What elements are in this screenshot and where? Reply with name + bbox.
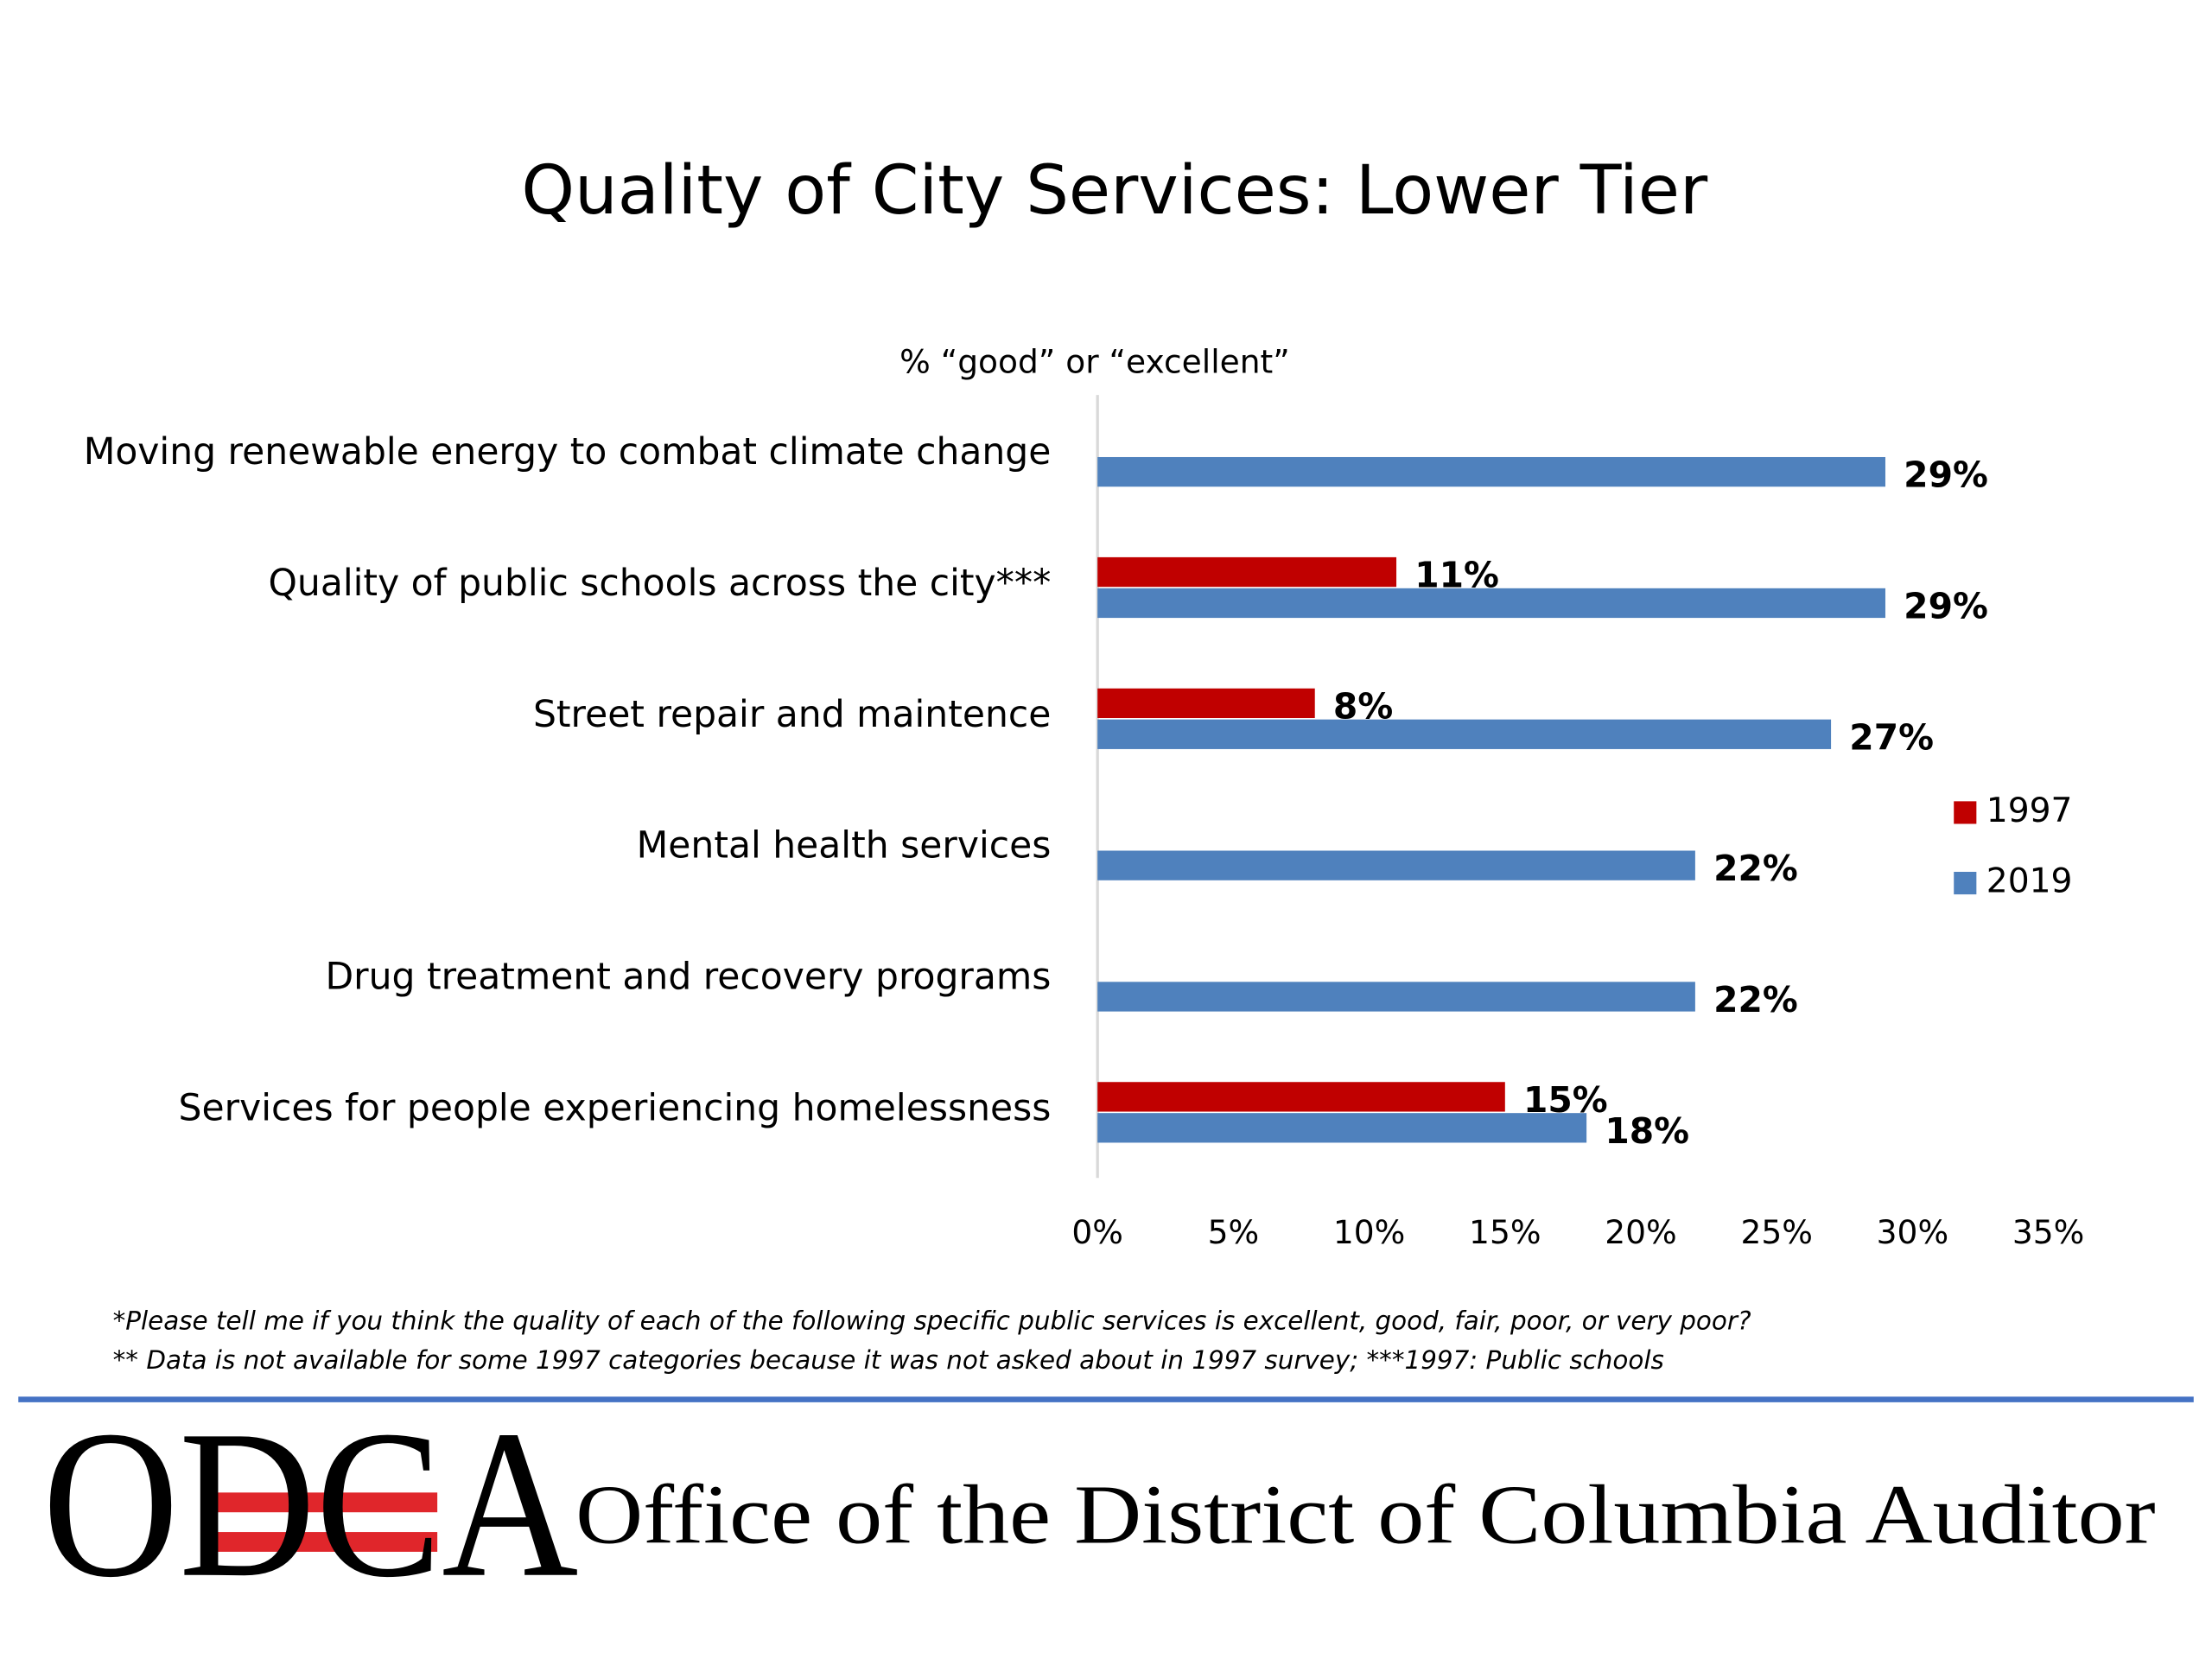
category-label-box: Mental health services bbox=[636, 825, 1052, 868]
bar bbox=[1097, 1082, 1505, 1112]
category-label-box: Services for people experiencing homeles… bbox=[178, 1088, 1052, 1131]
category-label: Moving renewable energy to combat climat… bbox=[83, 431, 1052, 474]
category-label: Street repair and maintence bbox=[532, 694, 1052, 737]
category-label: Drug treatment and recovery programs bbox=[325, 957, 1052, 1000]
value-label: 29% bbox=[1904, 454, 1988, 496]
bar bbox=[1097, 688, 1315, 719]
x-tick-label: 30% bbox=[1877, 1213, 1948, 1251]
value-label: 29% bbox=[1904, 585, 1988, 626]
bar bbox=[1097, 556, 1397, 588]
x-tick-label: 0% bbox=[1071, 1213, 1123, 1251]
bar bbox=[1097, 588, 1885, 619]
x-tick-label: 20% bbox=[1605, 1213, 1676, 1251]
category-label-box: Street repair and maintence bbox=[532, 694, 1052, 737]
bar bbox=[1097, 719, 1832, 749]
axis-title: % “good” or “excellent” bbox=[899, 343, 1290, 381]
value-label: 22% bbox=[1713, 979, 1798, 1020]
logo: ODCA bbox=[42, 1387, 578, 1621]
footnote: ** Data is not available for some 1997 c… bbox=[113, 1345, 1664, 1375]
x-tick-label: 15% bbox=[1469, 1213, 1541, 1251]
x-tick-label: 35% bbox=[2012, 1213, 2084, 1251]
category-label: Mental health services bbox=[636, 825, 1052, 868]
category-label: Quality of public schools across the cit… bbox=[268, 563, 1052, 606]
bar bbox=[1097, 456, 1885, 487]
value-label: 18% bbox=[1605, 1110, 1689, 1152]
chart-title: Quality of City Services: Lower Tier bbox=[521, 151, 1708, 230]
x-tick-label: 5% bbox=[1208, 1213, 1260, 1251]
footnote: *Please tell me if you think the quality… bbox=[113, 1306, 1751, 1335]
category-label-box: Quality of public schools across the cit… bbox=[268, 563, 1052, 606]
legend-swatch bbox=[1954, 801, 1977, 824]
organization: Office of the District of Columbia Audit… bbox=[575, 1469, 2156, 1562]
bar bbox=[1097, 982, 1695, 1012]
value-label: 22% bbox=[1713, 848, 1798, 889]
legend-label: 1997 bbox=[1986, 791, 2073, 830]
bar bbox=[1097, 850, 1695, 880]
x-tick-label: 10% bbox=[1333, 1213, 1405, 1251]
category-label-box: Moving renewable energy to combat climat… bbox=[83, 431, 1052, 474]
value-label: 27% bbox=[1849, 716, 1934, 758]
category-label: Services for people experiencing homeles… bbox=[178, 1088, 1052, 1131]
category-label-box: Drug treatment and recovery programs bbox=[325, 957, 1052, 1000]
x-tick-label: 25% bbox=[1740, 1213, 1812, 1251]
legend-label: 2019 bbox=[1986, 862, 2073, 901]
logo-stripes bbox=[211, 1492, 438, 1552]
legend-swatch bbox=[1954, 871, 1977, 895]
bar bbox=[1097, 1113, 1587, 1143]
